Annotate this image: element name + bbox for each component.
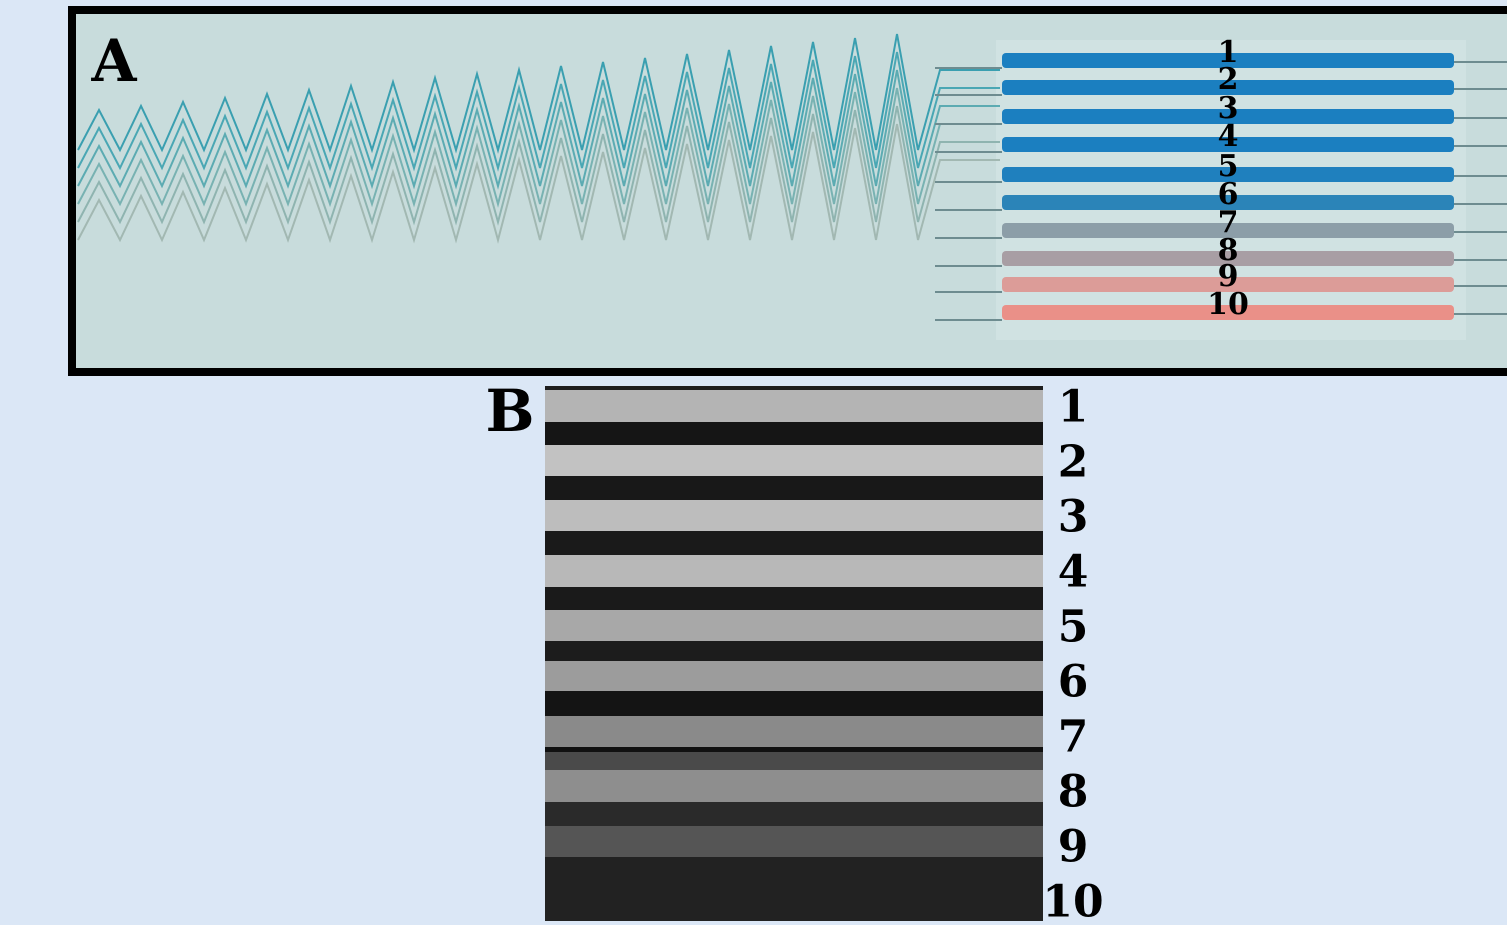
stripe	[545, 641, 1043, 661]
panel-b-label: B	[485, 377, 534, 445]
channel-label: 5	[1058, 602, 1089, 653]
stripe	[545, 555, 1043, 587]
stripe	[545, 390, 1043, 422]
outlet-bar	[1002, 305, 1454, 320]
channel-label: 9	[1218, 259, 1239, 294]
outlet-bar	[1002, 80, 1454, 95]
outlet-bar	[1002, 277, 1454, 292]
stripe	[545, 770, 1043, 802]
outlet-bar	[1002, 195, 1454, 210]
serpentine	[77, 105, 1000, 226]
channel-label: 6	[1218, 177, 1239, 212]
panel-a-label: A	[90, 27, 137, 95]
stripe	[545, 752, 1043, 770]
channel-label: 5	[1218, 149, 1239, 184]
outlet-bar	[1002, 137, 1454, 152]
channel-label: 10	[1207, 287, 1249, 322]
serpentine	[77, 69, 1000, 190]
stripe	[545, 587, 1043, 610]
channel-label: 1	[1218, 35, 1239, 70]
serpentine	[77, 51, 1000, 172]
channel-label: 6	[1058, 657, 1089, 708]
outlet-channels	[935, 53, 1507, 321]
stripe	[545, 826, 1043, 857]
serpentine	[77, 33, 1000, 154]
outlet-bar	[1002, 251, 1454, 266]
outlet-bar	[1002, 109, 1454, 124]
stripe	[545, 716, 1043, 747]
channel-label: 7	[1058, 712, 1089, 763]
channel-label: 8	[1218, 233, 1239, 268]
serpentine	[77, 87, 1000, 208]
stripe	[545, 747, 1043, 752]
stripe	[545, 531, 1043, 555]
channel-label: 2	[1058, 437, 1089, 488]
channel-label: 7	[1218, 205, 1239, 240]
stripe	[545, 610, 1043, 641]
channel-label: 3	[1058, 492, 1089, 543]
channel-label: 4	[1058, 547, 1089, 598]
stripe	[545, 802, 1043, 826]
stripe	[545, 691, 1043, 716]
channel-label: 2	[1218, 62, 1239, 97]
serpentine	[77, 123, 1000, 244]
outlet-bar	[1002, 223, 1454, 238]
stripe	[545, 500, 1043, 531]
channel-label: 1	[1058, 382, 1089, 433]
outlet-bar	[1002, 167, 1454, 182]
channel-label: 9	[1058, 822, 1089, 873]
outlet-bar	[1002, 53, 1454, 68]
stripe	[545, 857, 1043, 921]
panel-b-stripes	[545, 390, 1043, 921]
stripe	[545, 661, 1043, 691]
channel-label: 10	[1042, 877, 1103, 922]
channel-label: 3	[1218, 91, 1239, 126]
stripe	[545, 445, 1043, 476]
stripe	[545, 476, 1043, 500]
serpentine-channels	[77, 33, 1000, 244]
channel-label: 4	[1218, 119, 1239, 154]
channel-label: 8	[1058, 767, 1089, 818]
stripe	[545, 422, 1043, 445]
